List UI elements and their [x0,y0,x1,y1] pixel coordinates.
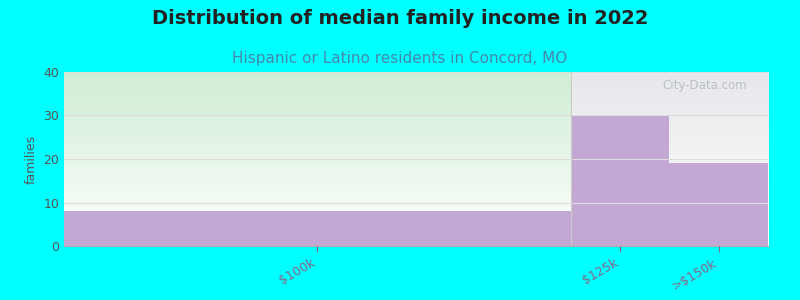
Bar [670,163,768,246]
Bar [571,116,670,246]
Bar [64,211,571,246]
Text: Hispanic or Latino residents in Concord, MO: Hispanic or Latino residents in Concord,… [232,51,568,66]
Y-axis label: families: families [25,134,38,184]
Text: Distribution of median family income in 2022: Distribution of median family income in … [152,9,648,28]
Text: City-Data.com: City-Data.com [662,79,747,92]
